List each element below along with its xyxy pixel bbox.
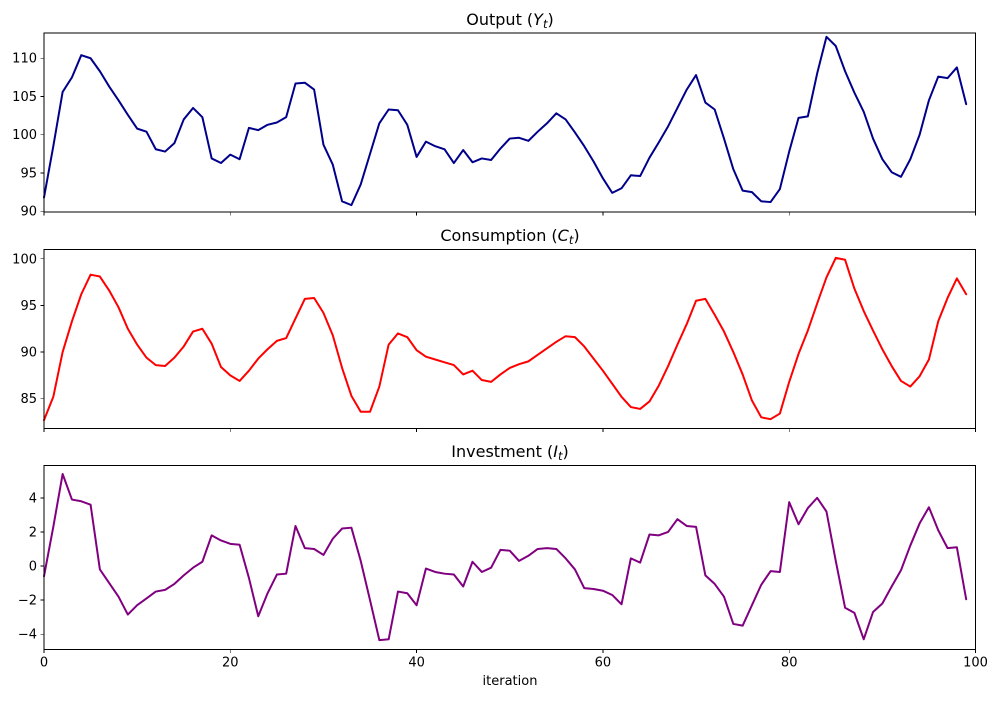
y-tick-label: −2 <box>18 594 37 609</box>
investment-title: Investment (It) <box>44 442 976 463</box>
consumption-line <box>43 256 968 422</box>
y-tick-label: 100 <box>12 128 37 143</box>
output-line <box>43 35 968 207</box>
output-subscript: t <box>542 17 548 31</box>
output-axes: 90 95 100 105 110 <box>12 32 976 220</box>
output-title-text: Output ( <box>466 10 534 29</box>
y-tick-label: 95 <box>20 166 37 181</box>
y-tick-label: 95 <box>20 299 37 314</box>
y-tick-label: 0 <box>29 560 37 575</box>
investment-title-text: Investment ( <box>451 442 554 461</box>
x-tick-label: 100 <box>963 656 988 671</box>
y-tick-label: 105 <box>12 90 37 105</box>
y-tick-label: 2 <box>29 525 37 540</box>
investment-symbol: I <box>553 442 558 461</box>
x-tick-label: 60 <box>595 656 612 671</box>
consumption-spines <box>43 249 976 429</box>
y-tick-label: 100 <box>12 252 37 267</box>
investment-axes: 0 20 40 60 80 100 −4 −2 0 2 4 <box>18 465 988 671</box>
investment-subscript: t <box>557 449 563 463</box>
output-symbol: Y <box>533 10 543 29</box>
y-tick-label: 90 <box>20 346 37 361</box>
consumption-title: Consumption (Ct) <box>44 226 976 247</box>
output-title-close: ) <box>547 10 554 29</box>
investment-spines <box>43 465 976 650</box>
y-tick-label: 110 <box>12 52 37 67</box>
investment-line <box>43 473 968 642</box>
x-axis-label: iteration <box>482 674 538 689</box>
y-tick-label: 85 <box>20 392 37 407</box>
consumption-axes: 85 90 95 100 <box>12 249 976 432</box>
investment-title-close: ) <box>562 442 569 461</box>
x-tick-label: 0 <box>40 656 48 671</box>
x-tick-label: 20 <box>222 656 239 671</box>
y-tick-label: 4 <box>29 491 37 506</box>
y-tick-label: 90 <box>20 205 37 220</box>
x-tick-label: 40 <box>408 656 425 671</box>
y-tick-label: −4 <box>18 628 37 643</box>
x-tick-label: 80 <box>781 656 798 671</box>
output-spines <box>43 32 976 213</box>
consumption-subscript: t <box>568 233 574 247</box>
consumption-symbol: C <box>557 226 569 245</box>
consumption-title-text: Consumption ( <box>440 226 558 245</box>
consumption-title-close: ) <box>573 226 580 245</box>
output-title: Output (Yt) <box>44 10 976 31</box>
